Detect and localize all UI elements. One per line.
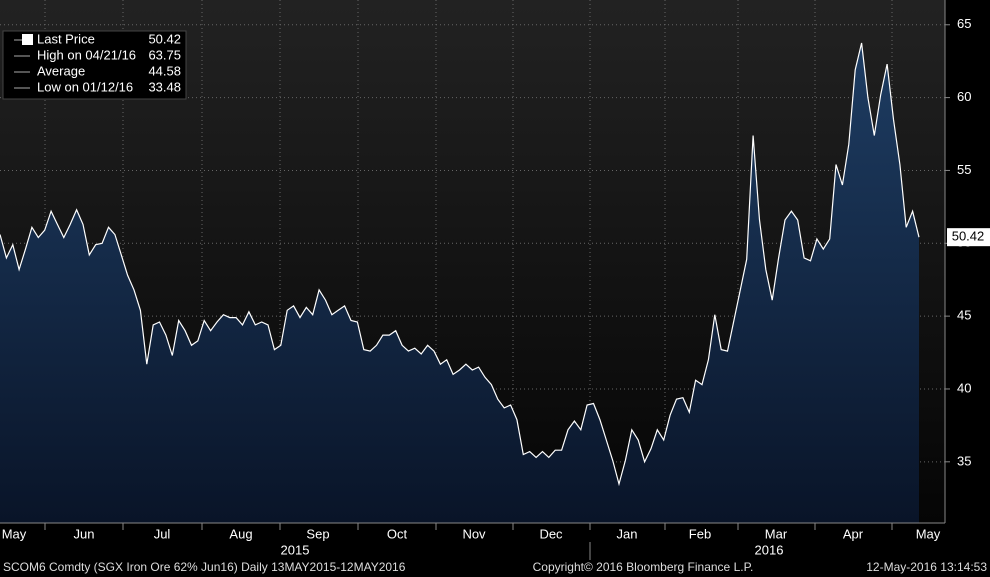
x-tick-label: May (2, 526, 27, 541)
year-label: 2016 (755, 542, 784, 557)
x-tick-label: Apr (843, 526, 864, 541)
y-tick-label: 60 (957, 89, 971, 104)
y-tick-label: 40 (957, 380, 971, 395)
legend-swatch (22, 34, 33, 45)
x-tick-label: Oct (387, 526, 408, 541)
legend-label: High on 04/21/16 (37, 47, 136, 62)
legend-label: Average (37, 63, 85, 78)
x-tick-label: May (916, 526, 941, 541)
plot (0, 0, 945, 523)
legend: Last Price 50.42 High on 04/21/16 63.75 Aver… (2, 30, 187, 100)
footer-left: SCOM6 Comdty (SGX Iron Ore 62% Jun16) Da… (3, 560, 406, 574)
x-tick-label: Jun (74, 526, 95, 541)
legend-label: Last Price (37, 31, 95, 46)
x-tick-label: Jan (617, 526, 638, 541)
legend-value: 33.48 (148, 79, 181, 94)
x-tick-label: Mar (765, 526, 788, 541)
x-tick-label: Dec (539, 526, 563, 541)
legend-label: Low on 01/12/16 (37, 79, 133, 94)
price-line (0, 42, 920, 487)
legend-value: 50.42 (148, 31, 181, 46)
x-tick-label: Jul (154, 526, 171, 541)
last-price-flag (947, 228, 990, 247)
y-tick-label: 55 (957, 162, 971, 177)
x-tick-label: Feb (689, 526, 711, 541)
y-tick-label: 45 (957, 308, 971, 323)
year-label: 2015 (281, 542, 310, 557)
y-tick-label: 65 (957, 16, 971, 31)
footer-center: Copyright© 2016 Bloomberg Finance L.P. (533, 560, 754, 574)
legend-box (2, 30, 187, 100)
footer-right: 12-May-2016 13:14:53 (866, 560, 987, 574)
y-tick-label: 35 (957, 453, 971, 468)
legend-value: 63.75 (148, 47, 181, 62)
last-price-label: 50.42 (952, 229, 985, 244)
x-tick-label: Nov (462, 526, 486, 541)
area-fill (0, 43, 919, 523)
x-tick-label: Sep (306, 526, 329, 541)
legend-value: 44.58 (148, 63, 181, 78)
x-tick-label: Aug (229, 526, 252, 541)
